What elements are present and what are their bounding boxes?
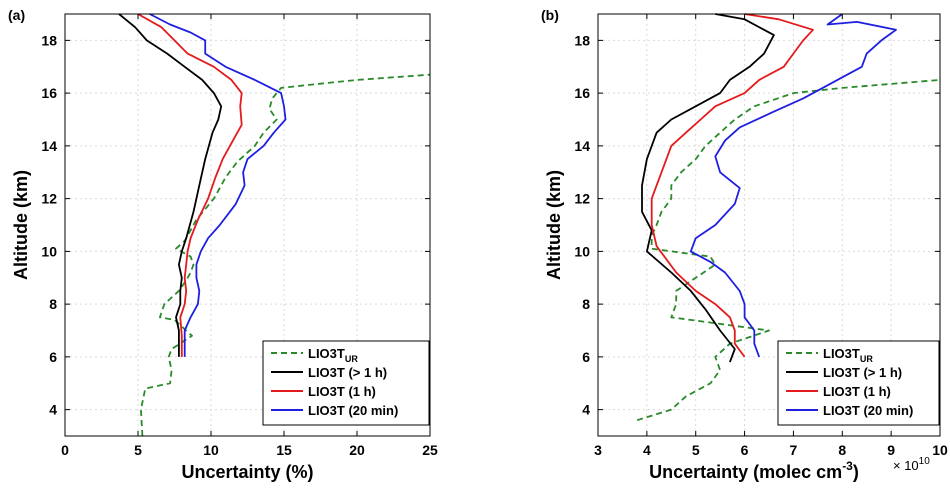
panel-label: (b) bbox=[541, 7, 559, 23]
legend-label-name: LIO3T (20 min) bbox=[823, 403, 913, 418]
x-tick-label: 7 bbox=[790, 442, 798, 458]
legend-label-name: LIO3T bbox=[823, 346, 860, 361]
legend-label-1: LIO3T (> 1 h) bbox=[823, 365, 902, 380]
y-axis-label: Altitude (km) bbox=[11, 170, 31, 280]
panel-label: (a) bbox=[8, 7, 25, 23]
y-tick-label: 8 bbox=[49, 296, 57, 312]
legend-label-name: LIO3T (1 h) bbox=[308, 384, 376, 399]
y-tick-label: 6 bbox=[582, 349, 590, 365]
x-axis-multiplier-base: × 10 bbox=[893, 458, 919, 473]
y-tick-label: 8 bbox=[582, 296, 590, 312]
legend-label-name: LIO3T bbox=[308, 346, 345, 361]
y-tick-label: 16 bbox=[574, 85, 590, 101]
y-tick-label: 12 bbox=[574, 191, 590, 207]
x-tick-label: 15 bbox=[276, 442, 292, 458]
legend-label-3: LIO3T (20 min) bbox=[823, 403, 913, 418]
y-tick-label: 12 bbox=[41, 191, 57, 207]
x-axis-multiplier-exponent: 10 bbox=[919, 456, 931, 467]
x-axis-label-end: ) bbox=[853, 462, 859, 482]
x-axis-multiplier: × 1010 bbox=[893, 456, 930, 473]
y-axis-label: Altitude (km) bbox=[544, 170, 564, 280]
legend-label-2: LIO3T (1 h) bbox=[823, 384, 891, 399]
x-tick-label: 3 bbox=[594, 442, 602, 458]
x-axis-label: Uncertainty (%) bbox=[181, 462, 313, 482]
y-tick-label: 14 bbox=[574, 138, 590, 154]
x-tick-label: 5 bbox=[692, 442, 700, 458]
x-axis-label: Uncertainty (molec cm-3) bbox=[649, 459, 859, 482]
series-line-2 bbox=[137, 13, 243, 357]
y-tick-label: 4 bbox=[49, 402, 57, 418]
legend-label-2: LIO3T (1 h) bbox=[308, 384, 376, 399]
legend-label-name: LIO3T (> 1 h) bbox=[308, 365, 387, 380]
y-tick-label: 10 bbox=[41, 243, 57, 259]
panel-b: 3 4 5 6 7 8 9 10 4 6 8 10 12 14 16 18 (b) Altitude (km) Un… bbox=[541, 7, 948, 482]
x-tick-label: 0 bbox=[61, 442, 69, 458]
series-line-0 bbox=[636, 79, 941, 422]
x-axis-label-main: Uncertainty (molec cm bbox=[649, 462, 842, 482]
series-line-1 bbox=[118, 13, 223, 357]
series-line-3 bbox=[149, 13, 287, 357]
series-line-2 bbox=[650, 13, 814, 358]
x-tick-label: 25 bbox=[422, 442, 438, 458]
plot-frame bbox=[597, 13, 941, 437]
panel-a: 0 5 10 15 20 25 4 6 8 10 12 14 16 18 (a) Altitude (km) U… bbox=[8, 7, 438, 482]
legend-label-name: LIO3T (1 h) bbox=[823, 384, 891, 399]
x-axis-label-superscript: -3 bbox=[842, 459, 853, 473]
legend-label-name: LIO3T (20 min) bbox=[308, 403, 398, 418]
x-tick-label: 10 bbox=[932, 442, 948, 458]
legend-label-1: LIO3T (> 1 h) bbox=[308, 365, 387, 380]
legend-label-name: LIO3T (> 1 h) bbox=[823, 365, 902, 380]
y-tick-label: 18 bbox=[41, 32, 57, 48]
plot-frame bbox=[64, 13, 431, 437]
x-tick-label: 8 bbox=[838, 442, 846, 458]
y-tick-label: 16 bbox=[41, 85, 57, 101]
legend-label-subscript: UR bbox=[345, 354, 358, 364]
series-line-0 bbox=[140, 73, 431, 437]
legend-label-3: LIO3T (20 min) bbox=[308, 403, 398, 418]
y-tick-label: 6 bbox=[49, 349, 57, 365]
series-line-3 bbox=[689, 13, 897, 358]
y-tick-label: 10 bbox=[574, 243, 590, 259]
series-line-1 bbox=[641, 13, 775, 363]
x-tick-label: 9 bbox=[887, 442, 895, 458]
x-tick-label: 10 bbox=[203, 442, 219, 458]
x-tick-label: 6 bbox=[741, 442, 749, 458]
legend-label-0: LIO3TUR bbox=[823, 346, 873, 364]
y-tick-label: 18 bbox=[574, 32, 590, 48]
x-tick-label: 20 bbox=[349, 442, 365, 458]
legend-label-0: LIO3TUR bbox=[308, 346, 358, 364]
legend-label-subscript: UR bbox=[860, 354, 873, 364]
y-tick-label: 14 bbox=[41, 138, 57, 154]
x-tick-label: 5 bbox=[134, 442, 142, 458]
y-tick-label: 4 bbox=[582, 402, 590, 418]
x-tick-label: 4 bbox=[643, 442, 651, 458]
